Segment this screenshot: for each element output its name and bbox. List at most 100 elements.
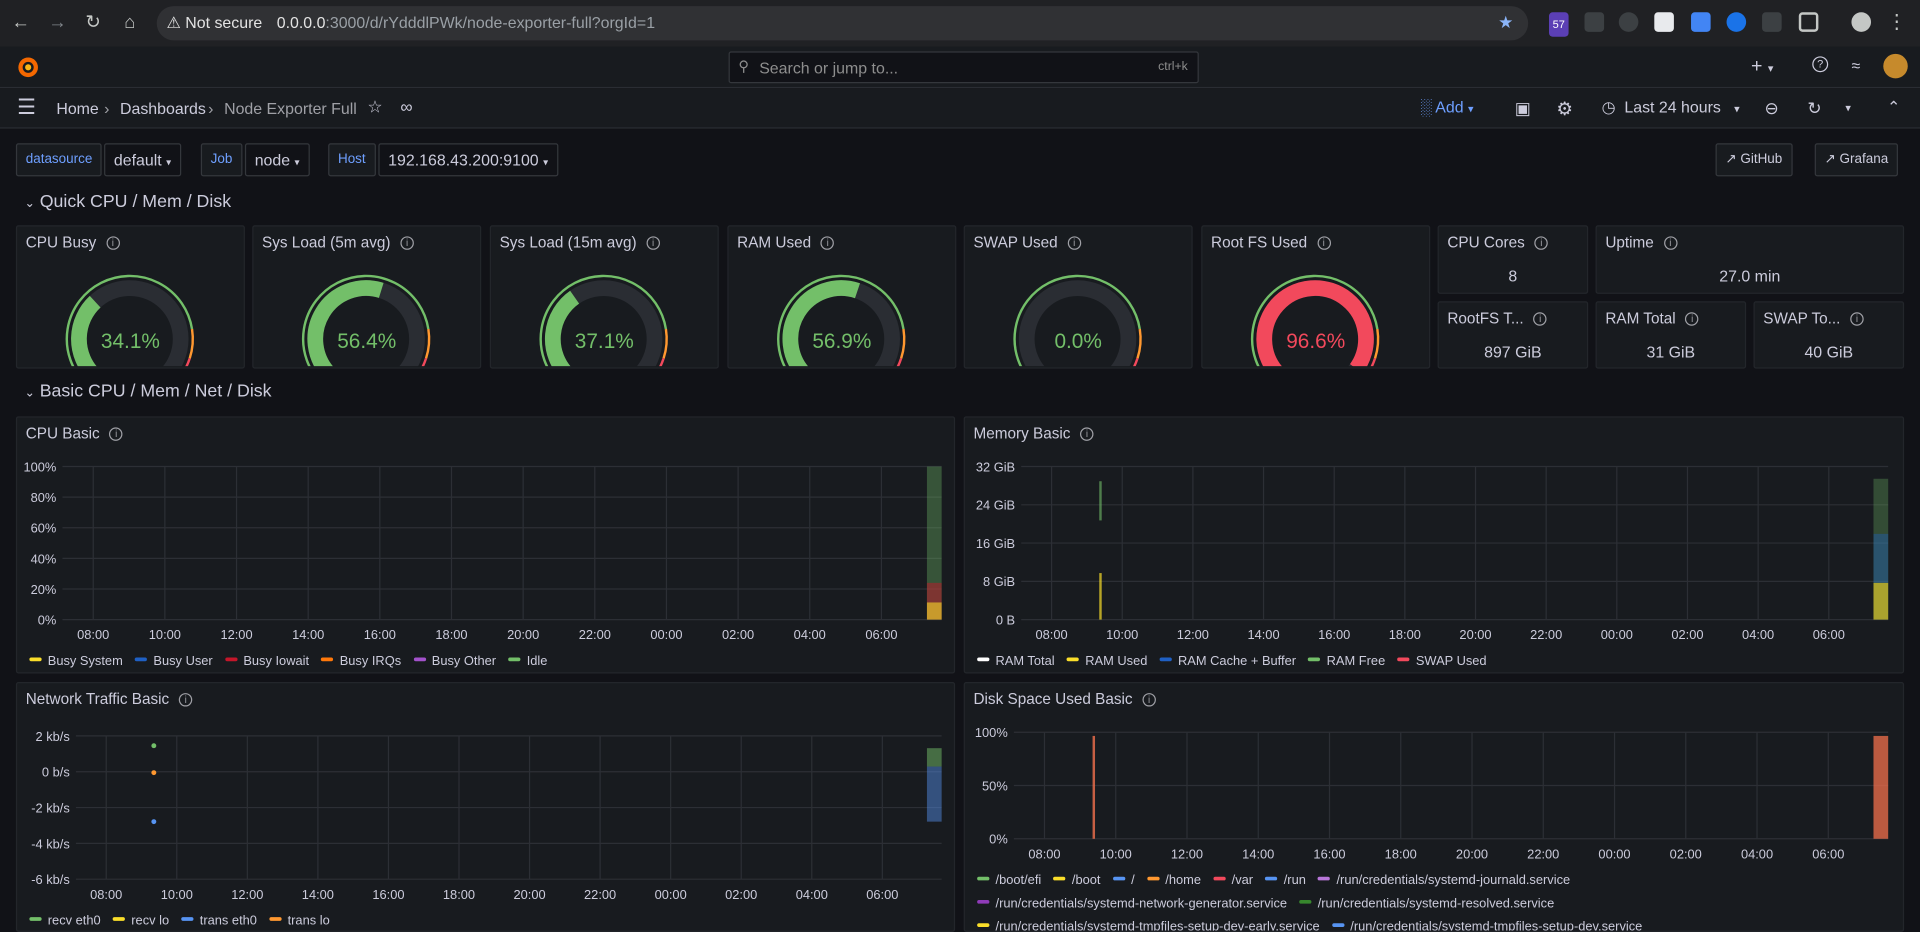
legend-item[interactable]: /run/credentials/systemd-network-generat… bbox=[977, 893, 1287, 916]
info-icon[interactable]: i bbox=[109, 427, 123, 441]
refresh-interval-chevron-icon[interactable]: ▾ bbox=[1845, 101, 1851, 114]
user-avatar[interactable] bbox=[1883, 53, 1908, 79]
settings-gear-icon[interactable]: ⚙ bbox=[1556, 99, 1573, 121]
gauge-panel[interactable]: SWAP Used i 0.0% bbox=[963, 225, 1193, 369]
legend-item[interactable]: /run/credentials/systemd-resolved.servic… bbox=[1299, 893, 1554, 916]
legend-item[interactable]: /boot bbox=[1053, 869, 1101, 892]
info-icon[interactable]: i bbox=[1067, 236, 1081, 250]
security-indicator[interactable]: ⚠ Not secure bbox=[166, 13, 263, 32]
add-panel-button[interactable]: ░ Add ▾ bbox=[1420, 97, 1474, 117]
menu-hamburger-icon[interactable]: ☰ bbox=[17, 95, 36, 119]
gauge-panel[interactable]: Sys Load (5m avg) i 56.4% bbox=[252, 225, 482, 369]
legend-item[interactable]: /run/credentials/systemd-journald.servic… bbox=[1318, 869, 1570, 892]
extension-icon[interactable] bbox=[1618, 12, 1639, 32]
collapse-chevron-up-icon[interactable]: ⌃ bbox=[1886, 97, 1901, 117]
legend-item[interactable]: RAM Cache + Buffer bbox=[1159, 650, 1296, 672]
stat-panel-cpu-cores[interactable]: CPU Cores i 8 bbox=[1437, 225, 1589, 294]
legend-item[interactable]: / bbox=[1112, 869, 1135, 892]
legend-item[interactable]: Busy IRQs bbox=[321, 650, 401, 672]
info-icon[interactable]: i bbox=[1663, 236, 1678, 250]
info-icon[interactable]: i bbox=[1685, 312, 1699, 326]
legend-item[interactable]: recv eth0 bbox=[29, 910, 101, 931]
timeseries-panel-disk-basic[interactable]: Disk Space Used Basic i 100% 50% 0% 08:00 10:0… bbox=[963, 682, 1905, 932]
zoom-out-icon[interactable]: ⊖ bbox=[1764, 97, 1779, 118]
row-quick-header[interactable]: ⌄ Quick CPU / Mem / Disk bbox=[24, 192, 231, 212]
gauge-threshold-band bbox=[659, 358, 665, 367]
timeseries-panel-network-basic[interactable]: Network Traffic Basic i 2 kb/s 0 b/s -2 kb/s… bbox=[15, 682, 956, 932]
info-icon[interactable]: i bbox=[1316, 236, 1331, 250]
extension-icon[interactable] bbox=[1584, 12, 1605, 32]
job-select[interactable]: node ▾ bbox=[244, 143, 310, 177]
legend-item[interactable]: /boot/efi bbox=[977, 869, 1041, 892]
legend-item[interactable]: /run/credentials/systemd-tmpfiles-setup-… bbox=[977, 916, 1320, 931]
search-input[interactable]: ⚲ Search or jump to... ctrl+k bbox=[728, 51, 1199, 84]
legend-item[interactable]: Idle bbox=[508, 650, 547, 672]
legend-item[interactable]: RAM Used bbox=[1066, 650, 1147, 672]
info-icon[interactable]: i bbox=[178, 693, 193, 707]
legend-item[interactable]: Busy User bbox=[135, 650, 213, 672]
info-icon[interactable]: i bbox=[1080, 427, 1094, 441]
info-icon[interactable]: i bbox=[1142, 693, 1156, 707]
extension-icon[interactable] bbox=[1762, 12, 1782, 32]
gauge-panel[interactable]: CPU Busy i 34.1% bbox=[15, 225, 245, 369]
info-icon[interactable]: i bbox=[106, 236, 120, 250]
legend-item[interactable]: SWAP Used bbox=[1397, 650, 1487, 672]
legend-item[interactable]: Busy System bbox=[29, 650, 123, 672]
stat-panel-ram-total[interactable]: RAM Total i 31 GiB bbox=[1595, 301, 1747, 369]
info-icon[interactable]: i bbox=[646, 236, 660, 250]
browser-menu-icon[interactable]: ⋮ bbox=[1886, 12, 1907, 34]
save-dashboard-icon[interactable]: ▣ bbox=[1514, 97, 1531, 118]
info-icon[interactable]: i bbox=[400, 236, 414, 250]
legend-item[interactable]: Busy Other bbox=[413, 650, 496, 672]
grafana-logo-icon[interactable] bbox=[16, 55, 40, 79]
stat-panel-uptime[interactable]: Uptime i 27.0 min bbox=[1595, 225, 1905, 294]
legend-item[interactable]: RAM Total bbox=[977, 650, 1055, 672]
stat-panel-rootfs-total[interactable]: RootFS T... i 897 GiB bbox=[1437, 301, 1589, 369]
legend-item[interactable]: trans eth0 bbox=[181, 910, 257, 931]
legend-item[interactable]: /run bbox=[1265, 869, 1306, 892]
legend-item[interactable]: RAM Free bbox=[1308, 650, 1385, 672]
timeseries-panel-memory-basic[interactable]: Memory Basic i 32 GiB 24 GiB 16 GiB 8 GiB 0 B 0… bbox=[963, 416, 1905, 674]
extension-badge-icon[interactable]: 57 bbox=[1548, 12, 1569, 37]
share-icon[interactable]: ∞ bbox=[400, 96, 413, 117]
breadcrumb-home[interactable]: Home bbox=[56, 99, 99, 118]
github-link-button[interactable]: ↗ GitHub bbox=[1715, 143, 1793, 177]
row-basic-header[interactable]: ⌄ Basic CPU / Mem / Net / Disk bbox=[24, 382, 271, 402]
extension-icon[interactable] bbox=[1691, 12, 1711, 32]
legend-item[interactable]: /var bbox=[1213, 869, 1253, 892]
extensions-puzzle-icon[interactable] bbox=[1798, 12, 1819, 32]
home-icon[interactable]: ⌂ bbox=[124, 12, 136, 34]
gauge-panel[interactable]: Sys Load (15m avg) i 37.1% bbox=[489, 225, 719, 369]
info-icon[interactable]: i bbox=[1534, 236, 1549, 250]
grafana-link-button[interactable]: ↗ Grafana bbox=[1814, 143, 1899, 177]
legend-item[interactable]: /home bbox=[1146, 869, 1201, 892]
datasource-select[interactable]: default ▾ bbox=[104, 143, 181, 177]
extension-icon[interactable] bbox=[1654, 12, 1674, 32]
news-rss-icon[interactable]: ≈ bbox=[1851, 56, 1861, 75]
gauge-panel[interactable]: RAM Used i 56.9% bbox=[727, 225, 957, 369]
help-icon[interactable]: ? bbox=[1812, 56, 1829, 73]
profile-icon[interactable] bbox=[1851, 12, 1872, 32]
gauge-panel[interactable]: Root FS Used i 96.6% bbox=[1201, 225, 1431, 369]
legend-item[interactable]: trans lo bbox=[269, 910, 330, 931]
timeseries-panel-cpu-basic[interactable]: CPU Basic i 100% 80% 60% 40% 20% 0% 08:00 10:00 12… bbox=[15, 416, 956, 674]
reload-icon[interactable]: ↻ bbox=[85, 12, 101, 34]
back-icon[interactable]: ← bbox=[11, 12, 31, 34]
info-icon[interactable]: i bbox=[1533, 312, 1547, 326]
host-select[interactable]: 192.168.43.200:9100 ▾ bbox=[378, 143, 558, 177]
forward-icon[interactable]: → bbox=[48, 12, 67, 34]
bookmark-star-icon[interactable]: ★ bbox=[1498, 12, 1514, 32]
refresh-icon[interactable]: ↻ bbox=[1807, 97, 1822, 118]
info-icon[interactable]: i bbox=[820, 236, 835, 250]
extension-icon[interactable] bbox=[1726, 12, 1747, 32]
legend-item[interactable]: recv lo bbox=[112, 910, 169, 931]
legend-item[interactable]: Busy Iowait bbox=[224, 650, 309, 672]
favorite-star-icon[interactable]: ☆ bbox=[367, 96, 383, 117]
address-bar[interactable]: ⚠ Not secure 0.0.0.0:3000/d/rYdddlPWk/no… bbox=[156, 6, 1529, 41]
info-icon[interactable]: i bbox=[1850, 312, 1864, 326]
legend-item[interactable]: /run/credentials/systemd-tmpfiles-setup-… bbox=[1331, 916, 1642, 931]
breadcrumb-dashboards[interactable]: Dashboards bbox=[120, 99, 206, 118]
stat-panel-swap-total[interactable]: SWAP To... i 40 GiB bbox=[1753, 301, 1905, 369]
time-range-picker[interactable]: ◷ Last 24 hours ▾ bbox=[1601, 97, 1740, 117]
new-plus-icon[interactable]: + ▾ bbox=[1751, 56, 1774, 78]
